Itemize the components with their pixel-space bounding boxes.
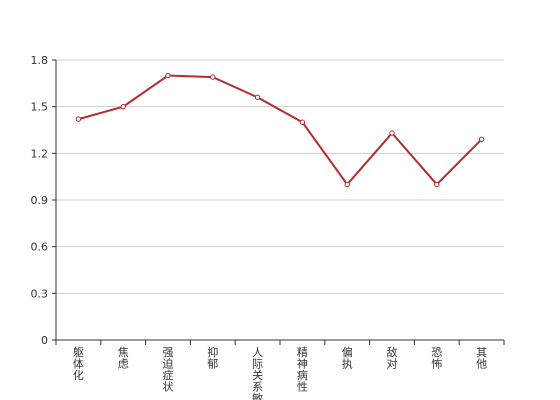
- x-tick-label: 人际关系敏感: [252, 346, 263, 400]
- x-tick-label: 敌对: [387, 345, 398, 371]
- data-point[interactable]: [254, 94, 261, 101]
- data-point[interactable]: [478, 136, 485, 143]
- x-tick-label: 躯体化: [73, 346, 84, 382]
- data-point[interactable]: [210, 74, 216, 80]
- data-point[interactable]: [165, 72, 171, 79]
- x-tick-marks: [55, 340, 505, 345]
- x-tick-label: 精神病性: [297, 346, 308, 394]
- x-tick-label: 强迫症状: [163, 346, 174, 394]
- x-tick-label: 焦虑: [118, 346, 129, 371]
- y-tick-label: 0.9: [31, 194, 49, 207]
- y-tick-label: 1.5: [31, 101, 49, 114]
- y-tick-label: 0.3: [31, 287, 49, 300]
- data-point[interactable]: [299, 119, 306, 125]
- x-tick-label: 偏执: [342, 345, 353, 371]
- data-point[interactable]: [120, 103, 126, 110]
- y-tick-label: 0: [41, 334, 48, 347]
- y-tick-label: 1.2: [31, 147, 49, 160]
- data-point[interactable]: [389, 130, 395, 136]
- grid-lines: [56, 59, 504, 294]
- data-point[interactable]: [434, 181, 440, 188]
- y-tick-label: 0.6: [31, 241, 49, 254]
- x-tick-label: 抑郁: [207, 345, 218, 371]
- y-tick-label: 1.8: [31, 54, 49, 67]
- y-tick-labels: 0 0.3 0.6 0.9 1.2 1.5 1.8: [31, 54, 56, 347]
- x-tick-label: 其他: [476, 346, 487, 371]
- data-series: [75, 72, 485, 188]
- data-point[interactable]: [344, 181, 350, 188]
- series-line: [77, 74, 483, 186]
- data-point[interactable]: [75, 116, 82, 122]
- x-tick-labels: 躯体化 焦虑 强迫症状 抑郁 人际关系敏感 精神病性 偏执 敌对 恐怖 其他: [73, 345, 487, 400]
- x-tick-label: 恐怖: [431, 346, 442, 371]
